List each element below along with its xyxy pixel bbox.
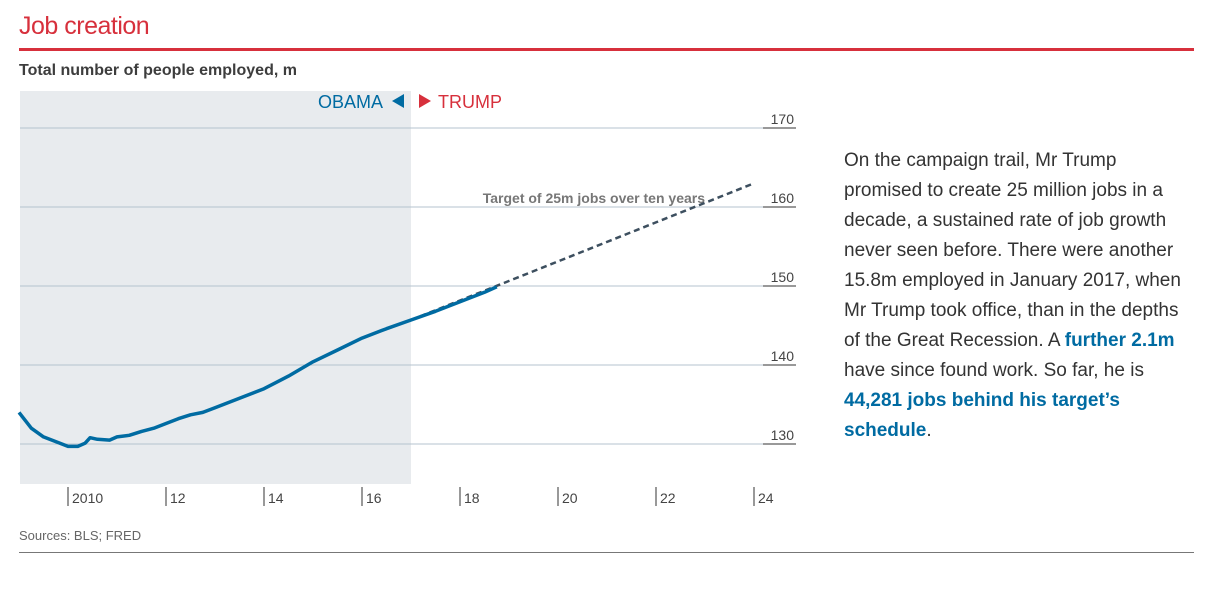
x-tick-label: 24 [758, 490, 774, 506]
commentary-text: . [926, 420, 932, 441]
title-rule [19, 48, 1194, 51]
commentary-highlight: further 2.1m [1064, 330, 1175, 351]
commentary-text: have since found work. So far, he is [844, 360, 1144, 381]
left-arrow-icon [392, 94, 404, 108]
y-tick-label: 130 [771, 427, 795, 443]
target-annotation: Target of 25m jobs over ten years [483, 190, 705, 206]
trump-label: TRUMP [438, 92, 502, 112]
obama-label: OBAMA [318, 92, 383, 112]
commentary: On the campaign trail, Mr Trump promised… [844, 146, 1184, 446]
x-tick-label: 2010 [72, 490, 103, 506]
source-note: Sources: BLS; FRED [19, 528, 142, 543]
chart-subtitle: Total number of people employed, m [19, 62, 297, 79]
obama-period-shading [20, 91, 411, 484]
x-tick-label: 18 [464, 490, 480, 506]
x-tick-label: 16 [366, 490, 382, 506]
y-tick-label: 150 [771, 269, 795, 285]
chart-title: Job creation [19, 12, 150, 40]
x-tick-label: 22 [660, 490, 676, 506]
y-tick-label: 140 [771, 348, 795, 364]
right-arrow-icon [419, 94, 431, 108]
employment-line [17, 285, 498, 449]
x-tick-label: 14 [268, 490, 284, 506]
commentary-text: On the campaign trail, Mr Trump promised… [844, 150, 1181, 351]
x-tick-label: 20 [562, 490, 578, 506]
commentary-highlight: 44,281 jobs behind his target’s schedule [844, 390, 1120, 441]
x-tick-label: 12 [170, 490, 186, 506]
y-tick-label: 170 [771, 111, 795, 127]
bottom-rule [19, 552, 1194, 553]
y-tick-label: 160 [771, 190, 795, 206]
